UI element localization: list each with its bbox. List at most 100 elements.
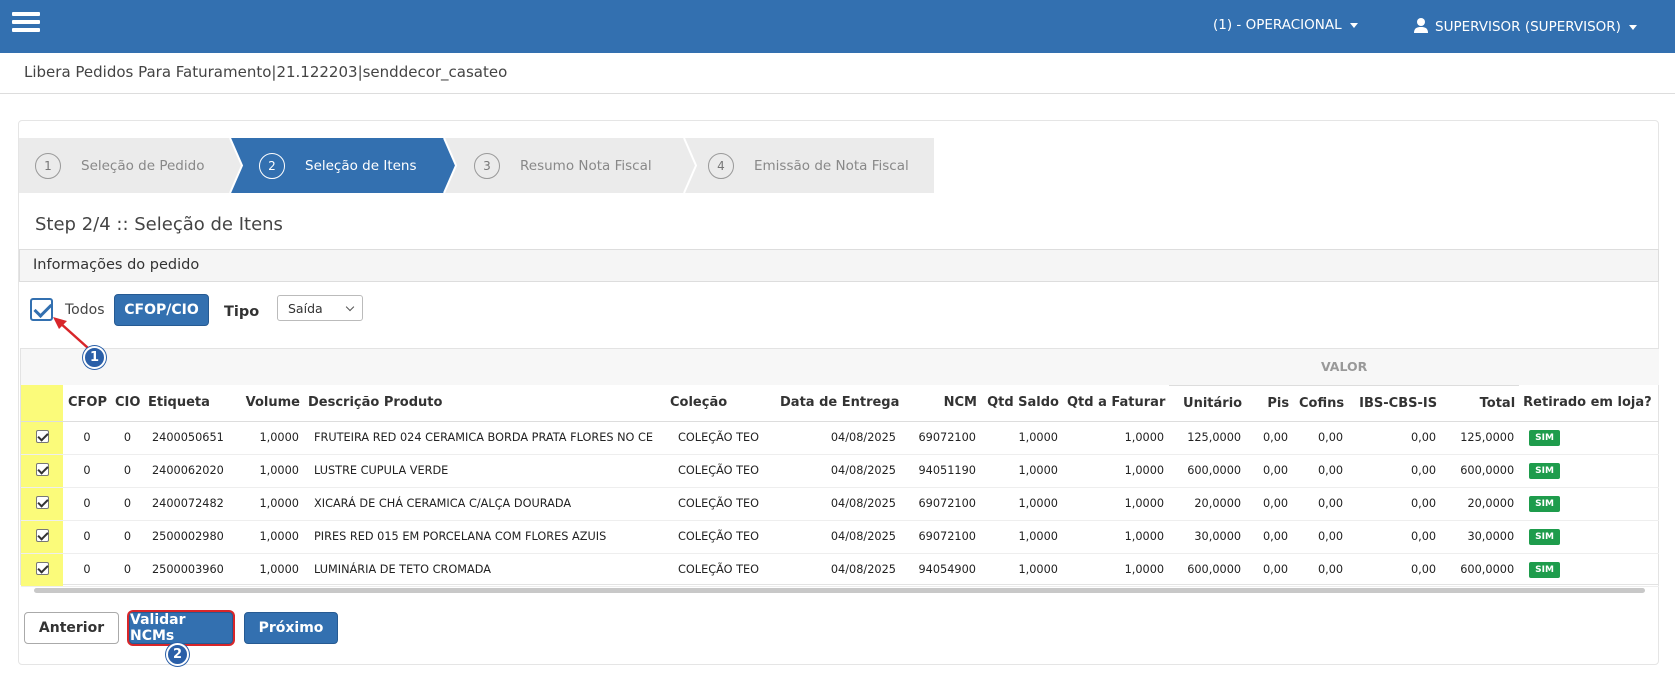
step-label: Resumo Nota Fiscal [520,157,652,174]
tipo-value: Saída [288,301,323,316]
panel-title: Informações do pedido [19,249,1659,282]
cell: LUSTRE CUPULA VERDE [304,454,666,488]
cell: 2400072482 [144,487,241,521]
row-checkbox[interactable] [35,561,49,575]
previous-button[interactable]: Anterior [24,612,119,644]
column-header: Pis [1246,385,1294,422]
column-header: Retirado em loja? [1519,385,1660,422]
column-header: CFOP [63,385,111,422]
step[interactable]: 2 Seleção de Itens [259,138,417,193]
select-all-checkbox[interactable] [30,298,53,321]
step[interactable]: 1 Seleção de Pedido [35,138,204,193]
row-checkbox[interactable] [35,429,49,443]
column-header: NCM [901,385,981,422]
row-checkbox[interactable] [35,462,49,476]
row-select-cell [21,421,63,455]
cell: 69072100 [901,520,981,554]
cell: 94054900 [901,553,981,587]
cell: 04/08/2025 [776,520,901,554]
table-row: 0 0 2400072482 1,0000 XICARÁ DE CHÁ CERAMICA… [21,487,1660,521]
cell: 0,00 [1348,553,1442,587]
cell: 0 [111,520,144,554]
column-header: Unitário [1169,385,1247,422]
step-number: 2 [259,152,285,179]
next-button[interactable]: Próximo [244,612,338,644]
cell: COLEÇÃO TEO [666,520,776,554]
cell: 0,00 [1293,553,1349,587]
pickup-badge[interactable]: SIM [1529,429,1560,446]
cell: 0 [111,487,144,521]
cell: 20,0000 [1169,487,1247,521]
cell: 0 [63,454,111,488]
row-checkbox[interactable] [35,495,49,509]
cell: 69072100 [901,487,981,521]
cell: 0,00 [1348,520,1442,554]
cell: 0 [63,553,111,587]
step-number: 4 [708,152,734,179]
cfop-button[interactable]: CFOP/CIO [114,294,209,326]
step-label: Seleção de Pedido [81,157,205,174]
steps-bg [229,138,698,193]
step-number: 3 [474,152,500,179]
context-menu[interactable]: (1) - OPERACIONAL [1213,17,1358,33]
column-header: Qtd Saldo [981,385,1063,422]
column-header: Volume [241,385,304,422]
user-icon [1414,18,1428,33]
validate-button[interactable]: Validar NCMs [129,612,233,644]
step[interactable]: 4 Emissão de Nota Fiscal [708,138,909,193]
cell: COLEÇÃO TEO [666,553,776,587]
pickup-badge[interactable]: SIM [1529,528,1560,545]
cell: COLEÇÃO TEO [666,421,776,455]
step[interactable]: 3 Resumo Nota Fiscal [474,138,652,193]
cell: 0 [63,487,111,521]
select-all-label: Todos [65,302,105,318]
cell: 600,0000 [1169,553,1247,587]
column-header: Etiqueta [144,385,241,422]
cell: PIRES RED 015 EM PORCELANA COM FLORES AZ… [304,520,666,554]
cell: 600,0000 [1441,553,1520,587]
cell: 0,00 [1293,421,1349,455]
cell: 2500002980 [144,520,241,554]
column-header: Cofins [1293,385,1349,422]
cell: 0,00 [1246,553,1294,587]
menu-button[interactable] [12,12,40,34]
cell: FRUTEIRA RED 024 CERAMICA BORDA PRATA FL… [304,421,666,455]
tipo-select[interactable]: Saída [277,295,363,321]
cell: 600,0000 [1169,454,1247,488]
cell: 1,0000 [1063,487,1170,521]
pickup-badge[interactable]: SIM [1529,462,1560,479]
user-menu[interactable]: SUPERVISOR (SUPERVISOR) [1413,17,1637,35]
table-body: 0 0 2400050651 1,0000 FRUTEIRA RED 024 CERAM… [21,421,1660,587]
cell: 0,00 [1348,454,1442,488]
pickup-badge[interactable]: SIM [1529,495,1560,512]
cell: 0,00 [1246,520,1294,554]
cell: 0 [111,553,144,587]
step-label: Seleção de Itens [305,157,417,174]
pickup-badge[interactable]: SIM [1529,561,1560,578]
cell: 04/08/2025 [776,553,901,587]
cell: 0 [63,520,111,554]
horizontal-scrollbar[interactable] [20,586,1659,594]
cell: COLEÇÃO TEO [666,454,776,488]
cell: 1,0000 [981,553,1063,587]
cell: 125,0000 [1169,421,1247,455]
table-row: 0 0 2400050651 1,0000 FRUTEIRA RED 024 CERAM… [21,421,1660,455]
page-title: Libera Pedidos Para Faturamento|21.12220… [24,63,508,81]
cell: 1,0000 [241,553,304,587]
table-row: 0 0 2500002980 1,0000 PIRES RED 015 EM PORCE… [21,520,1660,554]
column-header: Data de Entrega [776,385,901,422]
group-header: VALOR [1169,349,1520,386]
context-label: (1) - OPERACIONAL [1213,17,1342,33]
cell: LUMINÁRIA DE TETO CROMADA [304,553,666,587]
column-header: CIO [111,385,144,422]
cell: 69072100 [901,421,981,455]
cell: 1,0000 [241,487,304,521]
cell: 0,00 [1293,454,1349,488]
cell: SIM [1519,421,1660,455]
annotation-badge: 2 [166,643,189,666]
row-checkbox[interactable] [35,528,49,542]
cell: XICARÁ DE CHÁ CERAMICA C/ALÇA DOURADA [304,487,666,521]
column-header: Descrição Produto [304,385,666,422]
cell: COLEÇÃO TEO [666,487,776,521]
cell: 20,0000 [1441,487,1520,521]
